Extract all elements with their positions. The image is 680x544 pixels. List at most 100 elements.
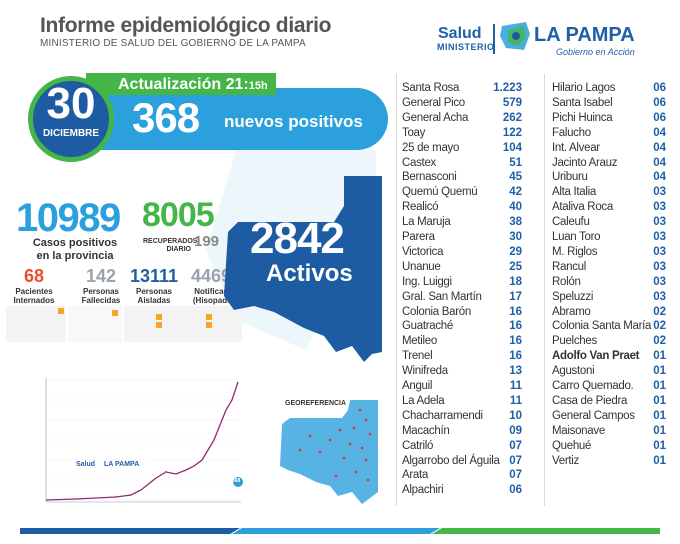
locality-name: Winifreda bbox=[402, 365, 448, 378]
locality-value: 06 bbox=[653, 96, 666, 109]
locality-value: 03 bbox=[653, 260, 666, 273]
locality-name: Alta Italia bbox=[552, 186, 597, 199]
locality-value: 04 bbox=[653, 126, 666, 139]
cases-label: Casos positivos en la provincia bbox=[32, 237, 118, 262]
locality-name: Maisonave bbox=[552, 424, 605, 437]
locality-name: Vertiz bbox=[552, 454, 579, 467]
svg-text:Salud: Salud bbox=[76, 461, 95, 468]
locality-name: Int. Alvear bbox=[552, 141, 600, 154]
locality-name: Algarrobo del Águila bbox=[402, 454, 500, 467]
locality-value: 13 bbox=[509, 365, 522, 378]
locality-name: Trenel bbox=[402, 350, 433, 363]
stat-aisladas: 13111 Personas Aisladas bbox=[129, 266, 179, 305]
locality-name: Agustoni bbox=[552, 365, 595, 378]
locality-value: 03 bbox=[653, 201, 666, 214]
stat-internados: 68 Pacientes Internados bbox=[13, 266, 55, 305]
hero-bar bbox=[86, 88, 388, 150]
locality-value: 16 bbox=[509, 335, 522, 348]
chart-watermark-logo: Salud LA PAMPA bbox=[70, 455, 150, 475]
brand-divider bbox=[493, 24, 495, 54]
locality-name: Ing. Luiggi bbox=[402, 275, 452, 288]
locality-name: Falucho bbox=[552, 126, 591, 139]
recovered-value: 8005 bbox=[142, 196, 215, 234]
locality-name: Adolfo Van Praet bbox=[552, 350, 640, 363]
hospital-mini-table bbox=[6, 306, 242, 342]
locality-name: General Pico bbox=[402, 96, 465, 109]
locality-name: Quehué bbox=[552, 439, 592, 452]
locality-name: M. Riglos bbox=[552, 245, 598, 258]
locality-name: Jacinto Arauz bbox=[552, 156, 618, 169]
locality-name: Speluzzi bbox=[552, 290, 594, 303]
locality-name: Uriburu bbox=[552, 171, 588, 184]
locality-name: General Acha bbox=[402, 111, 469, 124]
date-day: 30 bbox=[46, 79, 96, 128]
chart-footer-badge: 368 bbox=[232, 478, 241, 484]
locality-value: 04 bbox=[653, 156, 666, 169]
stat-fallecidas: 142 Personas Fallecidas bbox=[81, 266, 121, 305]
svg-text:LA PAMPA: LA PAMPA bbox=[104, 461, 139, 468]
locality-name: Catriló bbox=[402, 439, 434, 452]
cases-value: 10989 bbox=[16, 196, 121, 240]
locality-name: La Maruja bbox=[402, 216, 451, 229]
locality-value: 1.223 bbox=[493, 82, 522, 94]
locality-value: 02 bbox=[653, 305, 666, 318]
locality-name: Alpachiri bbox=[402, 484, 444, 497]
locality-name: Realicó bbox=[402, 201, 439, 214]
locality-value: 104 bbox=[502, 141, 522, 154]
locality-value: 10 bbox=[509, 409, 522, 422]
locality-name: Casa de Piedra bbox=[552, 394, 628, 407]
locality-name: Gral. San Martín bbox=[402, 290, 482, 303]
locality-name: Hilario Lagos bbox=[552, 82, 616, 94]
locality-name: Abramo bbox=[552, 305, 591, 318]
locality-name: La Adela bbox=[402, 394, 445, 407]
locality-value: 51 bbox=[509, 156, 522, 169]
locality-value: 06 bbox=[509, 484, 522, 497]
locality-name: Anguil bbox=[402, 380, 433, 392]
locality-value: 262 bbox=[502, 111, 522, 124]
localities-list: Santa Rosa 1.223 General Pico 579 General Ac… bbox=[396, 78, 672, 508]
locality-value: 40 bbox=[509, 201, 522, 214]
locality-name: Toay bbox=[402, 126, 426, 139]
locality-value: 01 bbox=[653, 454, 666, 467]
locality-value: 579 bbox=[502, 96, 522, 109]
locality-value: 03 bbox=[653, 290, 666, 303]
date-month: DICIEMBRE bbox=[42, 128, 100, 139]
locality-name: Victorica bbox=[402, 245, 444, 258]
locality-name: Castex bbox=[402, 156, 436, 169]
locality-value: 17 bbox=[509, 290, 522, 303]
locality-value: 01 bbox=[653, 380, 666, 392]
update-bar bbox=[86, 73, 276, 95]
locality-value: 02 bbox=[653, 320, 666, 333]
province-map-active bbox=[224, 176, 382, 362]
locality-name: Parera bbox=[402, 231, 435, 243]
locality-name: Macachín bbox=[402, 424, 450, 437]
locality-name: Arata bbox=[402, 469, 428, 482]
locality-value: 06 bbox=[653, 111, 666, 124]
brand-gobierno: Gobierno en Acción bbox=[556, 47, 635, 57]
locality-name: Quemú Quemú bbox=[402, 186, 478, 199]
locality-value: 11 bbox=[509, 380, 522, 392]
locality-value: 04 bbox=[653, 171, 666, 184]
locality-name: Chacharramendi bbox=[402, 409, 483, 422]
locality-value: 29 bbox=[509, 245, 522, 258]
active-value: 2842 bbox=[250, 214, 345, 263]
locality-value: 02 bbox=[653, 335, 666, 348]
locality-value: 11 bbox=[509, 394, 522, 407]
locality-name: Ataliva Roca bbox=[552, 201, 613, 214]
locality-name: 25 de mayo bbox=[402, 141, 460, 154]
update-label: Actualización 21:15h bbox=[118, 76, 268, 93]
footer-bar bbox=[20, 528, 660, 534]
locality-value: 01 bbox=[653, 439, 666, 452]
locality-name: Luan Toro bbox=[552, 231, 601, 243]
locality-value: 09 bbox=[509, 424, 522, 437]
locality-value: 30 bbox=[509, 231, 522, 243]
georeference-map bbox=[280, 400, 378, 504]
new-positive-label: nuevos positivos bbox=[224, 112, 363, 131]
locality-value: 01 bbox=[653, 350, 666, 363]
brand-ministerio: MINISTERIO bbox=[437, 42, 495, 52]
locality-value: 25 bbox=[509, 260, 522, 273]
locality-value: 45 bbox=[509, 171, 522, 184]
locality-value: 01 bbox=[653, 394, 666, 407]
locality-value: 01 bbox=[653, 365, 666, 378]
locality-name: Colonia Santa María bbox=[552, 320, 652, 333]
